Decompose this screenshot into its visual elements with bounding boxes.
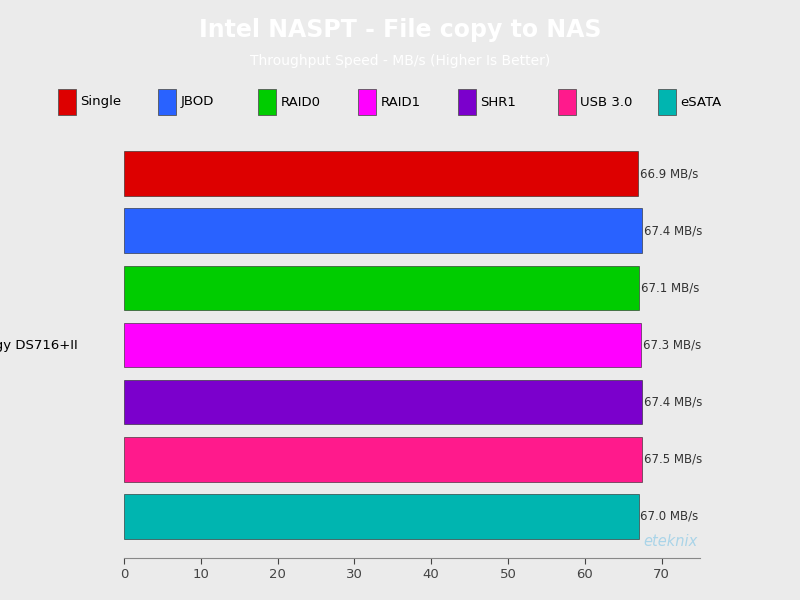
Text: 67.4 MB/s: 67.4 MB/s bbox=[643, 395, 702, 409]
Text: RAID1: RAID1 bbox=[381, 95, 421, 109]
Bar bbox=[124, 208, 642, 253]
Text: eteknix: eteknix bbox=[643, 535, 697, 550]
Bar bbox=[358, 89, 376, 115]
Text: Synology DS716+II: Synology DS716+II bbox=[0, 338, 78, 352]
Text: Throughput Speed - MB/s (Higher Is Better): Throughput Speed - MB/s (Higher Is Bette… bbox=[250, 54, 550, 68]
Text: 67.4 MB/s: 67.4 MB/s bbox=[643, 224, 702, 237]
Bar bbox=[124, 494, 638, 539]
Bar bbox=[458, 89, 475, 115]
Text: 67.0 MB/s: 67.0 MB/s bbox=[641, 510, 698, 523]
Bar bbox=[124, 151, 638, 196]
Text: Single: Single bbox=[80, 95, 122, 109]
Text: RAID0: RAID0 bbox=[281, 95, 321, 109]
Text: 67.1 MB/s: 67.1 MB/s bbox=[642, 281, 700, 295]
Text: JBOD: JBOD bbox=[181, 95, 214, 109]
Text: 67.5 MB/s: 67.5 MB/s bbox=[644, 453, 702, 466]
Text: 66.9 MB/s: 66.9 MB/s bbox=[640, 167, 698, 180]
Bar bbox=[124, 437, 642, 482]
Text: Intel NASPT - File copy to NAS: Intel NASPT - File copy to NAS bbox=[198, 17, 602, 41]
Bar bbox=[58, 89, 75, 115]
Bar bbox=[124, 266, 639, 310]
Bar bbox=[558, 89, 576, 115]
Bar bbox=[158, 89, 176, 115]
Text: USB 3.0: USB 3.0 bbox=[581, 95, 633, 109]
Bar bbox=[258, 89, 275, 115]
Bar bbox=[124, 323, 641, 367]
Text: SHR1: SHR1 bbox=[480, 95, 516, 109]
Text: eSATA: eSATA bbox=[680, 95, 722, 109]
Bar bbox=[124, 380, 642, 424]
Text: 67.3 MB/s: 67.3 MB/s bbox=[642, 338, 701, 352]
Bar bbox=[658, 89, 675, 115]
